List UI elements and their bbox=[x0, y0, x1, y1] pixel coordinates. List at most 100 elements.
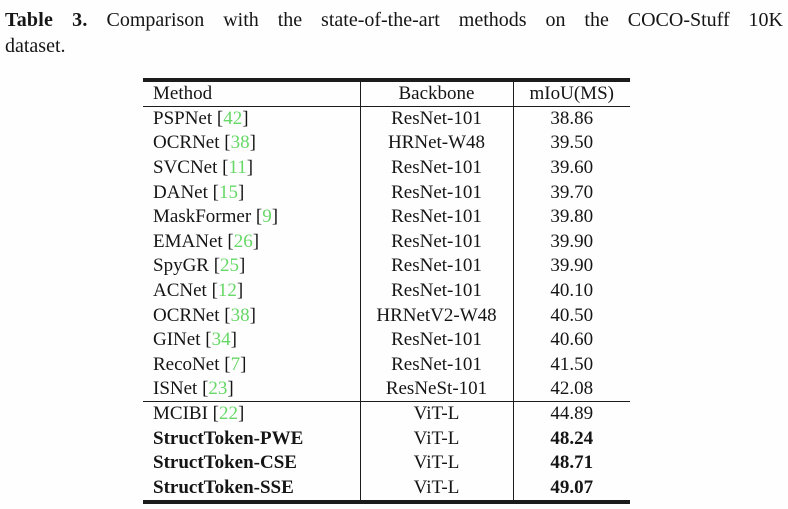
table-row: MaskFormer [9] ResNet-101 39.80 bbox=[143, 204, 630, 230]
method-cell: ISNet [23] bbox=[153, 378, 234, 400]
citation-number[interactable]: 23 bbox=[208, 378, 228, 400]
citation-link[interactable]: [9] bbox=[255, 206, 279, 228]
method-cell: PSPNet [42] bbox=[153, 108, 249, 130]
table-row: EMANet [26] ResNet-101 39.90 bbox=[143, 229, 630, 255]
table-row: OCRNet [38] HRNet-W48 39.50 bbox=[143, 131, 630, 156]
citation-link[interactable]: [38] bbox=[224, 132, 256, 154]
col-header-miou: mIoU(MS) bbox=[512, 82, 630, 108]
miou-cell: 42.08 bbox=[512, 377, 630, 402]
citation-number[interactable]: 11 bbox=[228, 157, 247, 179]
miou-cell: 40.50 bbox=[512, 303, 630, 328]
method-cell: GINet [34] bbox=[153, 329, 237, 351]
method-cell: DANet [15] bbox=[153, 181, 245, 203]
table-row: SVCNet [11] ResNet-101 39.60 bbox=[143, 155, 630, 181]
table-row: DANet [15] ResNet-101 39.70 bbox=[143, 180, 630, 205]
caption-text: Comparison with the state-of-the-art met… bbox=[106, 9, 783, 31]
method-cell: OCRNet [38] bbox=[153, 132, 256, 154]
table-row: StructToken-CSE ViT-L 48.71 bbox=[143, 450, 630, 476]
method-cell: StructToken-PWE bbox=[153, 427, 304, 449]
miou-cell: 39.90 bbox=[512, 254, 630, 279]
method-cell: SpyGR [25] bbox=[153, 255, 246, 277]
method-cell: ACNet [12] bbox=[153, 280, 244, 302]
method-cell: MCIBI [22] bbox=[143, 401, 360, 427]
citation-link[interactable]: [22] bbox=[212, 403, 245, 425]
miou-cell: 41.50 bbox=[512, 352, 630, 378]
citation-link[interactable]: [7] bbox=[224, 353, 247, 375]
citation-number[interactable]: 26 bbox=[233, 230, 253, 252]
method-cell: EMANet [26] bbox=[153, 230, 260, 252]
table-top-rule bbox=[143, 78, 630, 82]
backbone-cell: ResNet-101 bbox=[359, 254, 513, 279]
table-bottom-rule bbox=[143, 500, 630, 505]
backbone-cell: ResNet-101 bbox=[359, 155, 513, 181]
caption-line1: Table 3. Comparison with the state-of-th… bbox=[5, 7, 783, 33]
table-row: StructToken-PWE ViT-L 48.24 bbox=[143, 426, 630, 451]
method-cell: StructToken-CSE bbox=[153, 452, 297, 474]
miou-cell: 48.24 bbox=[512, 426, 630, 451]
backbone-cell: HRNetV2-W48 bbox=[359, 303, 513, 328]
method-cell: StructToken-SSE bbox=[153, 476, 294, 498]
miou-cell: 49.07 bbox=[512, 475, 630, 501]
table-row: PSPNet [42] ResNet-101 38.86 bbox=[143, 106, 630, 132]
backbone-cell: ViT-L bbox=[359, 426, 513, 451]
caption-line2: dataset. bbox=[5, 35, 66, 57]
citation-link[interactable]: [42] bbox=[216, 108, 249, 130]
citation-link[interactable]: [34] bbox=[205, 329, 237, 351]
citation-link[interactable]: [11] bbox=[222, 157, 254, 179]
method-cell: SVCNet [11] bbox=[153, 157, 254, 179]
table-row: ISNet [23] ResNeSt-101 42.08 bbox=[143, 377, 630, 402]
table-row: GINet [34] ResNet-101 40.60 bbox=[143, 327, 630, 353]
table-row: MCIBI [22] ViT-L 44.89 bbox=[143, 401, 630, 427]
citation-number[interactable]: 22 bbox=[218, 403, 238, 425]
col-header-method: Method bbox=[143, 82, 360, 108]
citation-number[interactable]: 42 bbox=[223, 108, 243, 130]
backbone-cell: ResNet-101 bbox=[359, 204, 513, 230]
citation-link[interactable]: [12] bbox=[211, 280, 244, 302]
backbone-cell: ResNet-101 bbox=[359, 278, 513, 304]
citation-number[interactable]: 12 bbox=[217, 280, 237, 302]
citation-link[interactable]: [38] bbox=[224, 304, 256, 326]
table-body-ours: MCIBI [22] ViT-L 44.89 StructToken-PWE ViT-L… bbox=[143, 401, 630, 501]
header-row: Method Backbone mIoU(MS) bbox=[143, 82, 630, 108]
method-cell: RecoNet [7] bbox=[153, 353, 247, 375]
backbone-cell: ViT-L bbox=[359, 401, 513, 427]
comparison-table-wrapper: Method Backbone mIoU(MS) PSPNet [42] ResN… bbox=[143, 78, 630, 505]
table-header: Method Backbone mIoU(MS) bbox=[143, 82, 630, 108]
table-row: ACNet [12] ResNet-101 40.10 bbox=[143, 278, 630, 304]
citation-number[interactable]: 9 bbox=[262, 206, 272, 228]
miou-cell: 44.89 bbox=[512, 401, 630, 427]
backbone-cell: ResNet-101 bbox=[359, 229, 513, 255]
citation-number[interactable]: 34 bbox=[211, 329, 231, 351]
citation-number[interactable]: 25 bbox=[220, 255, 240, 277]
miou-cell: 39.70 bbox=[512, 180, 630, 205]
miou-cell: 39.50 bbox=[512, 131, 630, 156]
citation-number[interactable]: 38 bbox=[230, 132, 250, 154]
citation-number[interactable]: 15 bbox=[218, 181, 238, 203]
table-row: RecoNet [7] ResNet-101 41.50 bbox=[143, 352, 630, 378]
backbone-cell: ViT-L bbox=[359, 450, 513, 476]
table-row: SpyGR [25] ResNet-101 39.90 bbox=[143, 254, 630, 279]
method-cell: OCRNet [38] bbox=[153, 304, 256, 326]
miou-cell: 38.86 bbox=[512, 106, 630, 132]
miou-cell: 39.60 bbox=[512, 155, 630, 181]
backbone-cell: ResNet-101 bbox=[359, 180, 513, 205]
citation-link[interactable]: [15] bbox=[212, 181, 245, 203]
backbone-cell: ResNet-101 bbox=[359, 352, 513, 378]
miou-cell: 48.71 bbox=[512, 450, 630, 476]
backbone-cell: ResNet-101 bbox=[359, 327, 513, 353]
table-body-sota: PSPNet [42] ResNet-101 38.86 OCRNet [38] HRN… bbox=[143, 106, 630, 402]
caption-label: Table 3. bbox=[5, 9, 88, 31]
table-caption: Table 3. Comparison with the state-of-th… bbox=[0, 0, 788, 59]
comparison-table: Method Backbone mIoU(MS) PSPNet [42] ResN… bbox=[143, 82, 630, 501]
backbone-cell: ResNeSt-101 bbox=[359, 377, 513, 402]
miou-cell: 40.10 bbox=[512, 278, 630, 304]
citation-number[interactable]: 38 bbox=[230, 304, 250, 326]
table-row: StructToken-SSE ViT-L 49.07 bbox=[143, 475, 630, 501]
citation-link[interactable]: [26] bbox=[227, 230, 260, 252]
backbone-cell: ResNet-101 bbox=[359, 106, 513, 132]
citation-number[interactable]: 7 bbox=[230, 353, 241, 375]
citation-link[interactable]: [23] bbox=[202, 378, 234, 400]
citation-link[interactable]: [25] bbox=[213, 255, 246, 277]
col-header-backbone: Backbone bbox=[359, 82, 513, 108]
table-row: OCRNet [38] HRNetV2-W48 40.50 bbox=[143, 303, 630, 328]
